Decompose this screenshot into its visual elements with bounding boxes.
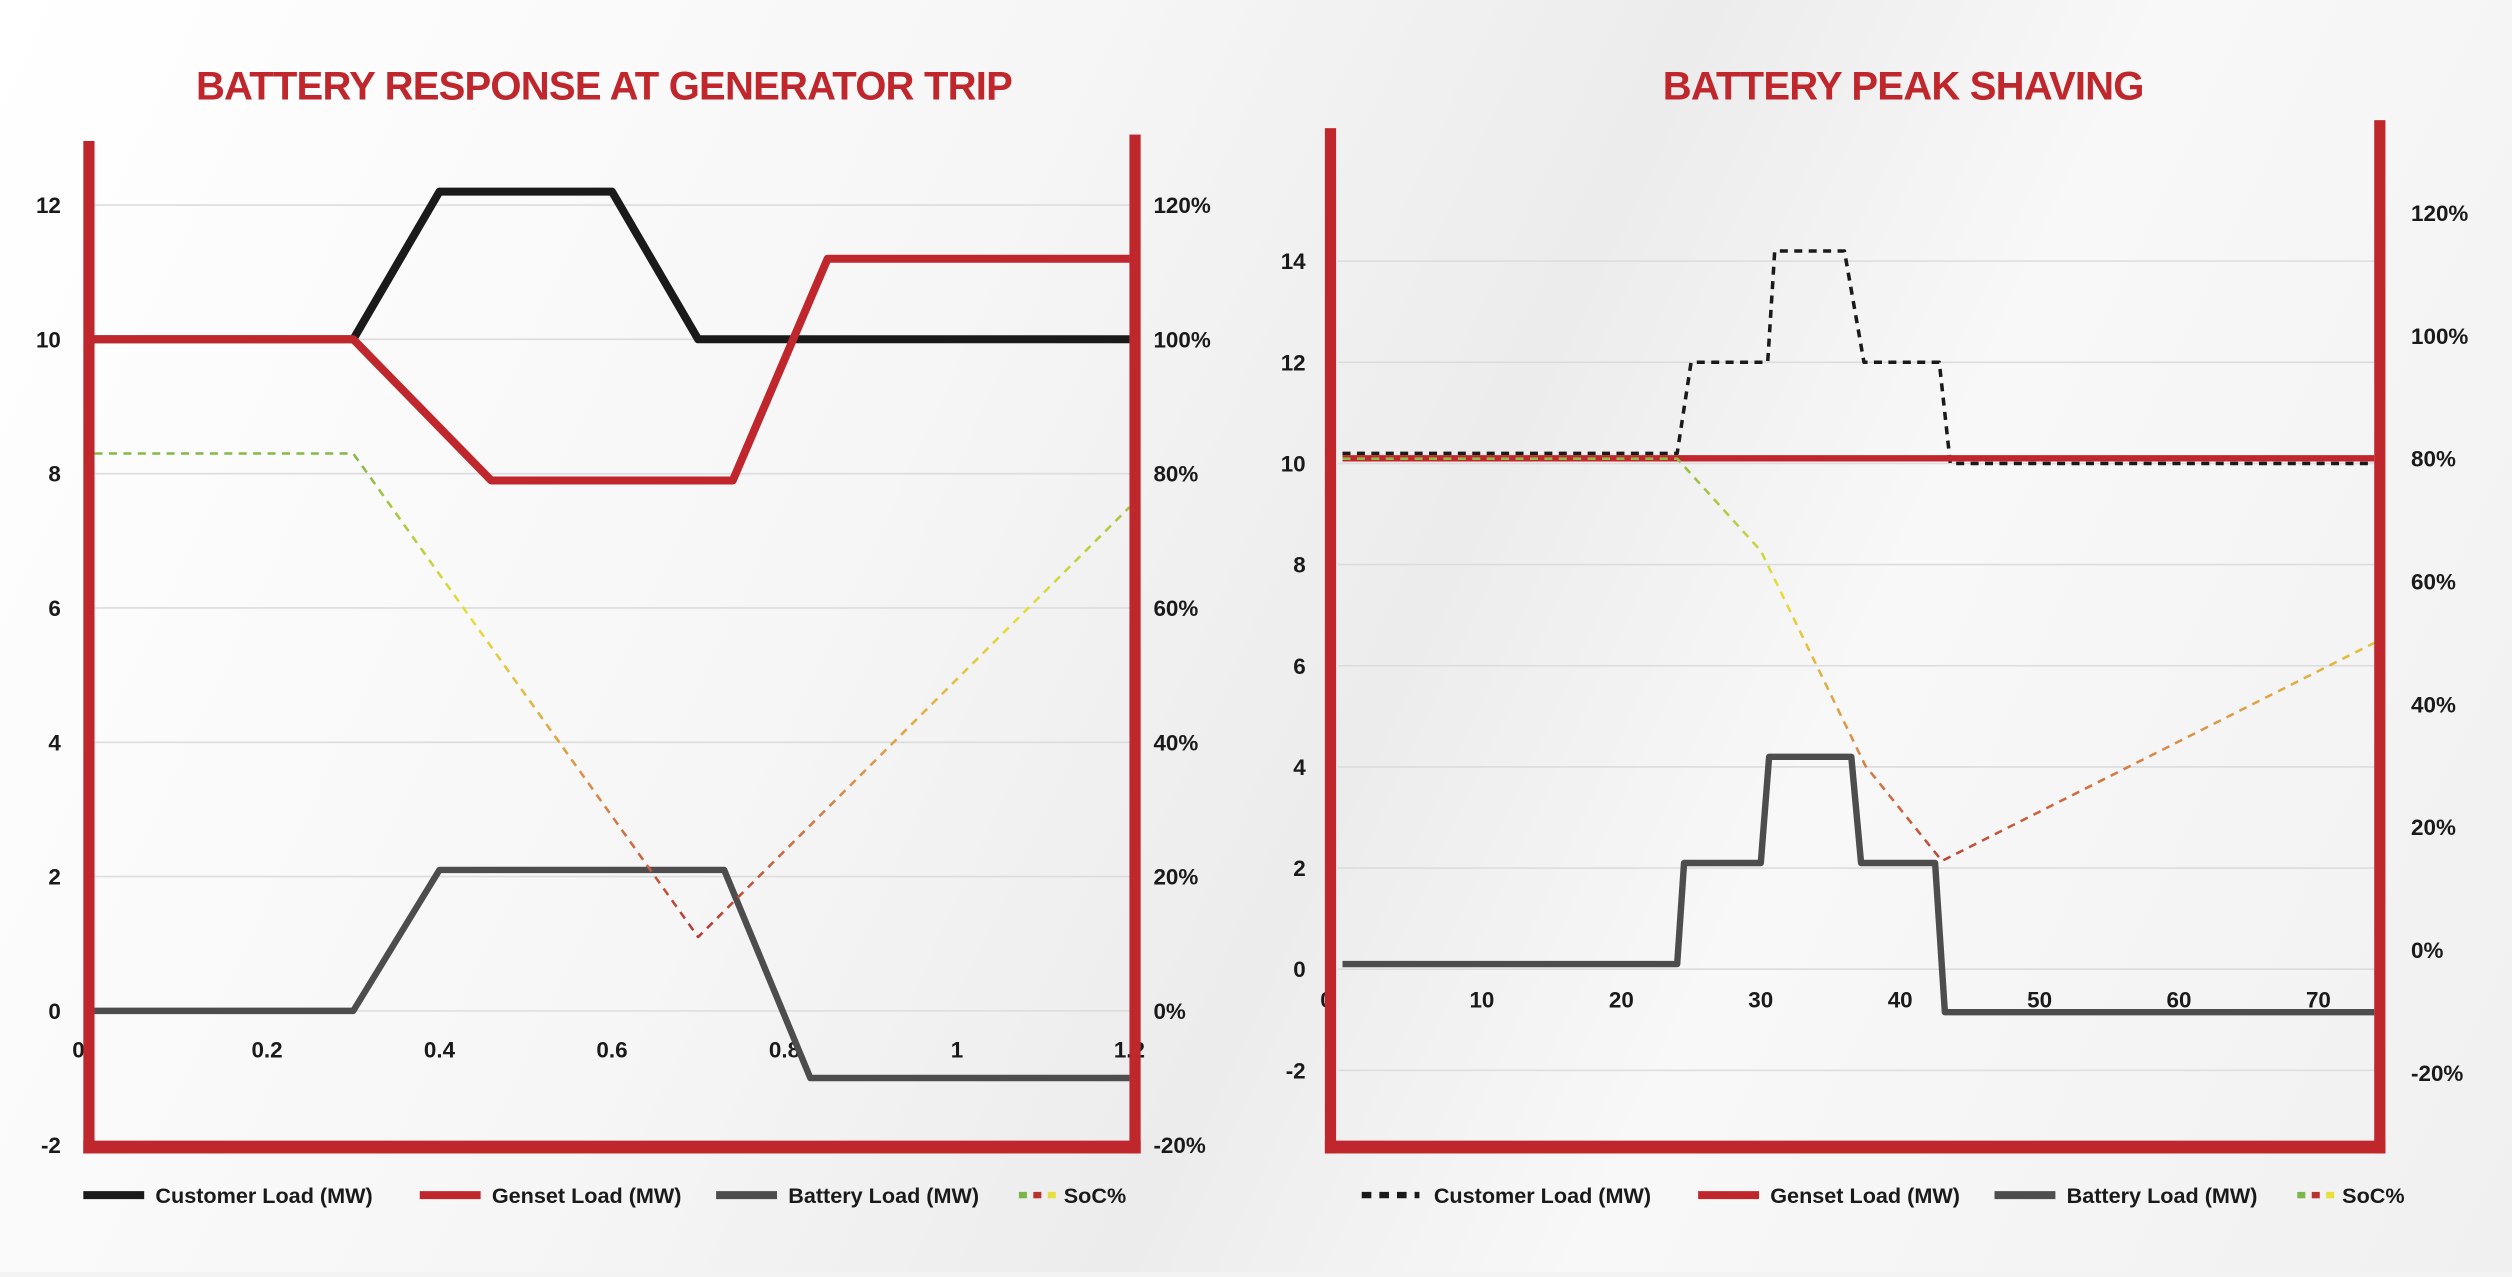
legend-label: SoC% xyxy=(1064,1183,1126,1208)
series-line-battery-load-mw xyxy=(1342,753,2375,1016)
y-tick-label: 6 xyxy=(1293,654,1305,679)
series-line-battery-load-mw xyxy=(94,866,1130,1082)
frame-right-bar xyxy=(1129,134,1141,1154)
y2-tick-label: -20% xyxy=(2411,1061,2463,1086)
frame-bottom-bar xyxy=(1324,1140,2386,1154)
y2-tick-label: -20% xyxy=(1153,1133,1205,1158)
y-tick-label: 14 xyxy=(1281,249,1306,274)
x-tick-label: 10 xyxy=(1469,988,1494,1013)
x-tick-label: 0.2 xyxy=(251,1037,282,1062)
y2-tick-label: 120% xyxy=(2411,201,2468,226)
y-tick-label: 0 xyxy=(48,999,60,1024)
y-tick-label: 8 xyxy=(1293,553,1305,578)
y-tick-label: 0 xyxy=(1293,957,1305,982)
y-tick-label: 4 xyxy=(1293,755,1306,780)
y-tick-label: 10 xyxy=(1281,451,1306,476)
legend-label: Genset Load (MW) xyxy=(492,1183,682,1208)
series-line-customer-load-mw xyxy=(94,187,1130,344)
legend-swatch xyxy=(2311,1191,2320,1199)
legend-swatch xyxy=(2326,1191,2335,1199)
frame-right-bar xyxy=(2374,120,2386,1154)
legend-swatch xyxy=(1018,1191,1027,1199)
y-tick-label: 2 xyxy=(48,865,60,890)
legend-swatch xyxy=(1047,1191,1056,1199)
y-tick-label: 10 xyxy=(36,327,61,352)
y-tick-label: 2 xyxy=(1293,856,1305,881)
y2-tick-label: 60% xyxy=(1153,596,1198,621)
legend-label: Genset Load (MW) xyxy=(1770,1183,1960,1208)
series-line-soc xyxy=(94,452,1131,939)
legend-label: Customer Load (MW) xyxy=(155,1183,372,1208)
y2-tick-label: 100% xyxy=(2411,324,2468,349)
x-tick-label: 40 xyxy=(1888,988,1913,1013)
x-tick-label: 0.4 xyxy=(424,1037,456,1062)
x-tick-label: 20 xyxy=(1609,988,1634,1013)
series-line-genset-load-mw xyxy=(94,254,1130,485)
x-tick-label: 0.6 xyxy=(596,1037,627,1062)
x-tick-label: 0 xyxy=(72,1037,84,1062)
y2-tick-label: 40% xyxy=(1153,730,1198,755)
y-tick-label: -2 xyxy=(41,1133,61,1158)
legend-label: SoC% xyxy=(2342,1183,2404,1208)
y2-tick-label: 0% xyxy=(2411,938,2443,963)
y-tick-label: 8 xyxy=(48,462,60,487)
x-tick-label: 50 xyxy=(2027,988,2052,1013)
y-tick-label: 12 xyxy=(36,193,61,218)
y2-tick-label: 20% xyxy=(2411,815,2456,840)
legend-label: Customer Load (MW) xyxy=(1434,1183,1651,1208)
legend-swatch xyxy=(1033,1191,1042,1199)
y-tick-label: 12 xyxy=(1281,350,1306,375)
y2-tick-label: 60% xyxy=(2411,570,2456,595)
chart-2-title: BATTERY PEAK SHAVING xyxy=(1663,64,2144,108)
legend-label: Battery Load (MW) xyxy=(788,1183,979,1208)
series-line-soc xyxy=(1342,457,2375,863)
y-tick-label: 6 xyxy=(48,596,60,621)
x-tick-label: 70 xyxy=(2306,988,2331,1013)
chart-1-title: BATTERY RESPONSE AT GENERATOR TRIP xyxy=(196,64,1012,108)
y2-tick-label: 40% xyxy=(2411,692,2456,717)
legend-swatch xyxy=(2297,1191,2306,1199)
x-tick-label: 1 xyxy=(951,1037,963,1062)
x-tick-label: 30 xyxy=(1748,988,1773,1013)
legend-label: Battery Load (MW) xyxy=(2067,1183,2258,1208)
frame-left-bar xyxy=(1324,128,1337,1154)
y2-tick-label: 100% xyxy=(1153,327,1210,352)
y2-tick-label: 120% xyxy=(1153,193,1210,218)
y-tick-label: -2 xyxy=(1286,1058,1306,1083)
y2-tick-label: 80% xyxy=(2411,447,2456,472)
x-tick-label: 60 xyxy=(2167,988,2192,1013)
y-tick-label: 4 xyxy=(48,730,61,755)
y2-tick-label: 0% xyxy=(1153,999,1185,1024)
y2-tick-label: 20% xyxy=(1153,865,1198,890)
y2-tick-label: 80% xyxy=(1153,462,1198,487)
frame-left-bar xyxy=(83,140,95,1154)
series-line-customer-load-mw xyxy=(1342,249,2375,466)
frame-bottom-bar xyxy=(83,1140,1141,1154)
